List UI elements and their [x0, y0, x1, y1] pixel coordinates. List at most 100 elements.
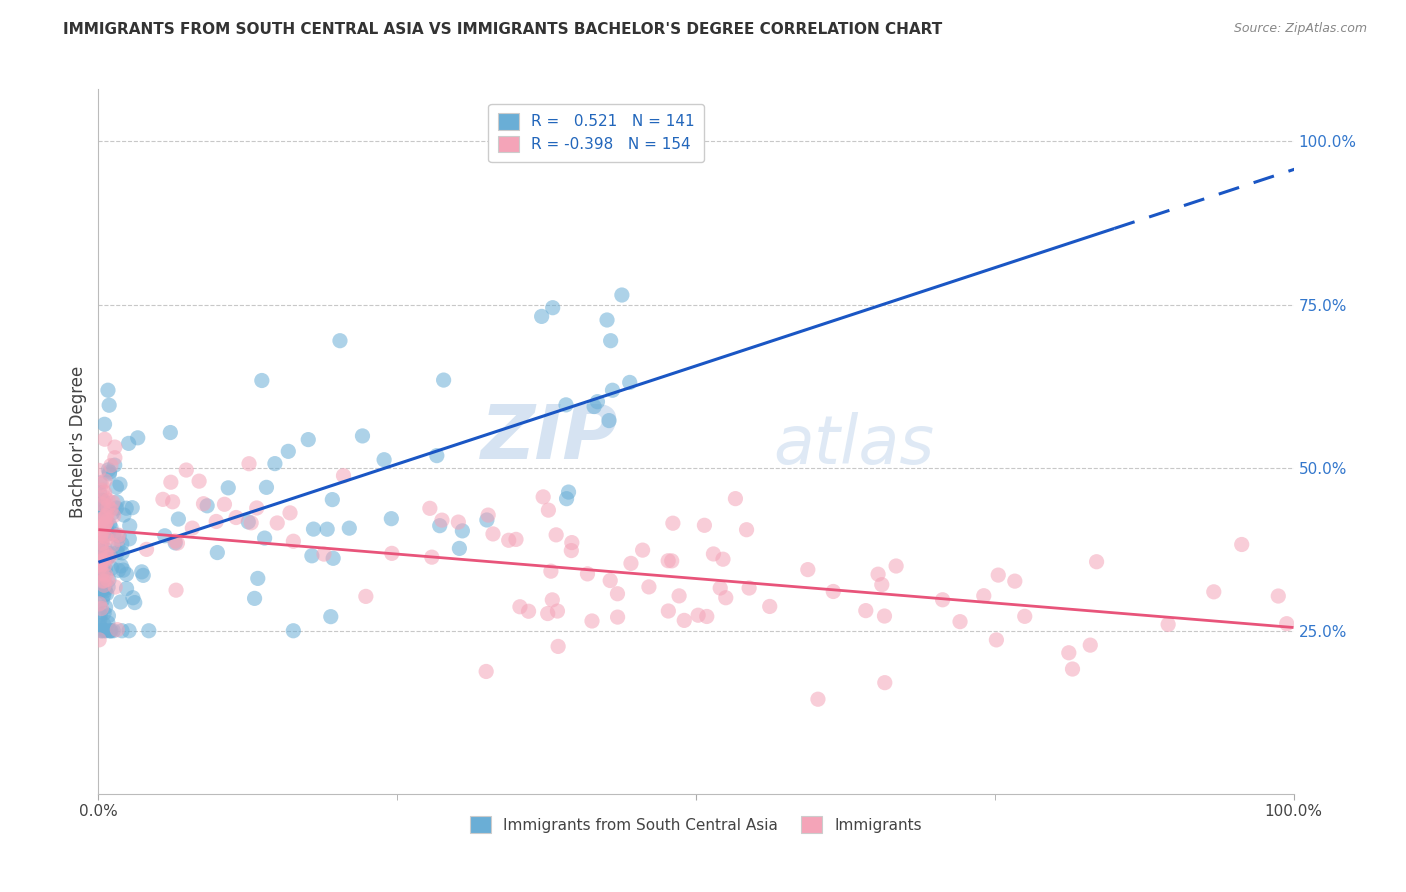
Point	[115, 501, 138, 516]
Point	[352, 429, 374, 443]
Point	[105, 545, 128, 559]
Point	[159, 425, 181, 440]
Point	[517, 604, 540, 618]
Point	[419, 501, 441, 516]
Point	[89, 612, 111, 626]
Point	[449, 541, 471, 556]
Point	[105, 501, 128, 516]
Text: ZIP: ZIP	[481, 401, 619, 475]
Point	[165, 583, 187, 598]
Point	[1230, 537, 1253, 551]
Point	[108, 477, 131, 491]
Point	[107, 540, 129, 554]
Point	[91, 622, 114, 636]
Point	[94, 541, 117, 556]
Point	[91, 512, 114, 526]
Point	[87, 558, 110, 572]
Point	[100, 520, 122, 534]
Point	[509, 599, 531, 614]
Point	[711, 552, 734, 566]
Point	[619, 376, 641, 390]
Point	[477, 508, 499, 522]
Point	[188, 474, 211, 488]
Point	[214, 497, 236, 511]
Point	[101, 538, 124, 552]
Point	[329, 334, 352, 348]
Point	[96, 573, 118, 587]
Point	[89, 597, 111, 611]
Point	[97, 493, 120, 508]
Point	[89, 498, 111, 512]
Point	[546, 604, 568, 618]
Point	[98, 549, 121, 563]
Point	[91, 483, 114, 498]
Point	[108, 529, 131, 543]
Point	[264, 457, 287, 471]
Point	[90, 530, 112, 544]
Point	[302, 522, 325, 536]
Point	[855, 604, 877, 618]
Point	[104, 580, 127, 594]
Point	[127, 431, 149, 445]
Point	[688, 608, 710, 623]
Point	[100, 458, 122, 473]
Point	[283, 624, 305, 638]
Point	[475, 665, 498, 679]
Point	[89, 632, 111, 647]
Point	[110, 595, 132, 609]
Point	[97, 573, 120, 587]
Point	[93, 558, 115, 572]
Point	[807, 692, 830, 706]
Point	[93, 529, 115, 543]
Point	[152, 492, 174, 507]
Point	[103, 508, 125, 523]
Point	[117, 436, 139, 450]
Point	[638, 580, 661, 594]
Point	[987, 568, 1010, 582]
Point	[90, 556, 112, 570]
Point	[91, 564, 114, 578]
Point	[93, 519, 115, 533]
Point	[381, 546, 404, 560]
Text: Source: ZipAtlas.com: Source: ZipAtlas.com	[1233, 22, 1367, 36]
Point	[610, 288, 633, 302]
Point	[89, 564, 111, 578]
Point	[91, 497, 114, 511]
Point	[246, 500, 269, 515]
Point	[104, 440, 127, 454]
Point	[758, 599, 780, 614]
Point	[132, 568, 155, 582]
Point	[111, 537, 134, 551]
Point	[87, 521, 110, 535]
Point	[89, 551, 111, 566]
Point	[93, 432, 115, 446]
Point	[91, 593, 114, 607]
Point	[90, 493, 112, 508]
Point	[673, 614, 696, 628]
Point	[93, 485, 115, 500]
Point	[94, 491, 117, 505]
Point	[598, 414, 620, 428]
Point	[89, 578, 111, 592]
Point	[1004, 574, 1026, 588]
Point	[104, 458, 127, 472]
Point	[319, 609, 342, 624]
Point	[447, 515, 470, 529]
Point	[94, 545, 117, 559]
Point	[89, 560, 111, 574]
Point	[98, 549, 121, 564]
Point	[96, 508, 118, 522]
Point	[98, 465, 121, 479]
Point	[89, 563, 111, 577]
Point	[225, 510, 247, 524]
Point	[662, 516, 685, 531]
Point	[973, 589, 995, 603]
Point	[537, 607, 560, 621]
Point	[122, 591, 145, 605]
Point	[101, 495, 124, 509]
Point	[738, 581, 761, 595]
Point	[138, 624, 160, 638]
Point	[160, 475, 183, 490]
Point	[96, 550, 118, 565]
Point	[101, 506, 124, 520]
